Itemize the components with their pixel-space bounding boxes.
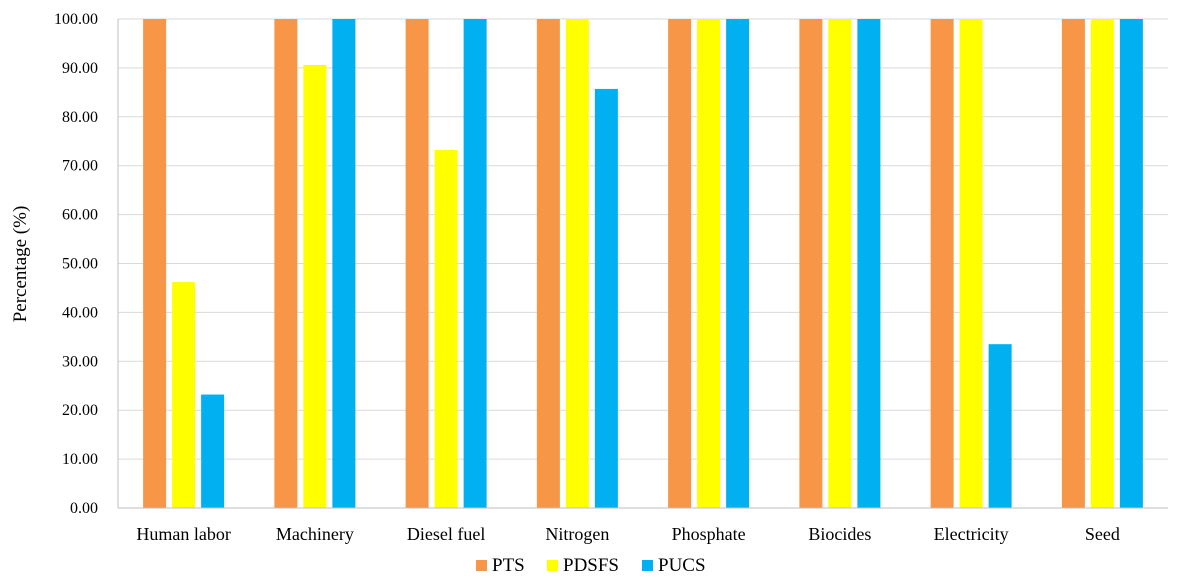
category-label: Nitrogen — [545, 524, 609, 544]
category-label: Electricity — [934, 524, 1009, 544]
bar-pucs-diesel-fuel — [463, 19, 487, 508]
bars — [143, 19, 1143, 508]
y-axis-title: Percentage (%) — [10, 206, 31, 323]
category-label: Machinery — [276, 524, 354, 544]
y-tick-label: 90.00 — [62, 60, 98, 77]
y-tick-label: 80.00 — [62, 109, 98, 126]
bar-pts-human-labor — [143, 19, 167, 508]
bar-pucs-machinery — [332, 19, 356, 508]
bar-pts-electricity — [930, 19, 954, 508]
category-label: Phosphate — [672, 524, 746, 544]
bar-pdsfs-phosphate — [697, 19, 721, 508]
category-label: Diesel fuel — [407, 524, 485, 544]
bar-pts-machinery — [274, 19, 298, 508]
bar-pdsfs-biocides — [828, 19, 852, 508]
y-tick-label: 70.00 — [62, 158, 98, 175]
bar-pucs-phosphate — [726, 19, 750, 508]
bar-pucs-human-labor — [201, 394, 225, 508]
bar-pdsfs-electricity — [959, 19, 983, 508]
y-tick-label: 0.00 — [70, 500, 98, 517]
category-label: Biocides — [808, 524, 871, 544]
y-tick-labels: 0.00 10.00 20.00 30.00 40.00 50.00 60.00 70.00 8… — [54, 11, 98, 517]
bar-pdsfs-seed — [1090, 19, 1114, 508]
bar-pdsfs-machinery — [303, 64, 327, 508]
y-tick-label: 10.00 — [62, 451, 98, 468]
y-tick-label: 50.00 — [62, 256, 98, 273]
category-label: Human labor — [136, 524, 230, 544]
bar-pucs-seed — [1119, 19, 1143, 508]
y-tick-label: 60.00 — [62, 207, 98, 224]
bar-pts-nitrogen — [536, 19, 560, 508]
y-tick-label: 30.00 — [62, 353, 98, 370]
bar-pts-diesel-fuel — [405, 19, 429, 508]
bar-pucs-electricity — [988, 344, 1012, 508]
axes — [117, 19, 1168, 509]
bar-pdsfs-human-labor — [172, 282, 196, 508]
y-tick-label: 20.00 — [62, 402, 98, 419]
bar-pdsfs-nitrogen — [565, 19, 589, 508]
bar-pts-biocides — [799, 19, 823, 508]
bar-pts-phosphate — [668, 19, 692, 508]
legend-label-pucs: PUCS — [658, 555, 706, 576]
bar-pdsfs-diesel-fuel — [434, 150, 458, 508]
legend-label-pts: PTS — [492, 555, 525, 576]
y-tick-label: 40.00 — [62, 304, 98, 321]
legend: PTS PDSFS PUCS — [476, 555, 706, 576]
bar-pucs-biocides — [857, 19, 881, 508]
bar-pts-seed — [1061, 19, 1085, 508]
legend-swatch-pucs — [642, 560, 653, 571]
legend-swatch-pts — [476, 560, 487, 571]
category-labels: Human labor Machinery Diesel fuel Nitrogen P… — [136, 524, 1119, 544]
y-tick-label: 100.00 — [54, 11, 98, 28]
legend-swatch-pdsfs — [547, 560, 558, 571]
category-label: Seed — [1085, 524, 1120, 544]
legend-label-pdsfs: PDSFS — [563, 555, 619, 576]
bar-pucs-nitrogen — [594, 88, 618, 508]
